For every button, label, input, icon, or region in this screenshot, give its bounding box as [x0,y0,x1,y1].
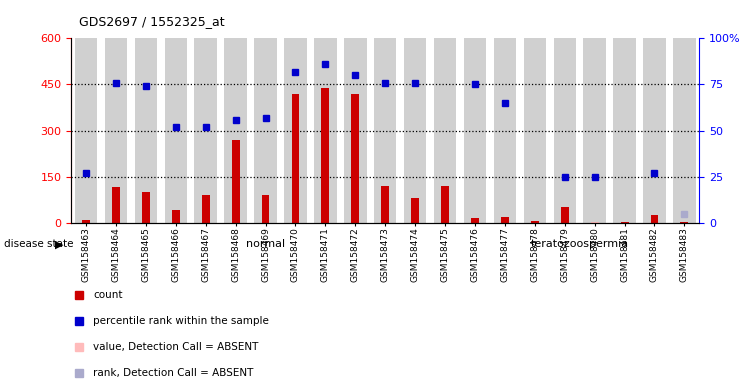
Bar [591,222,598,223]
Bar [322,88,329,223]
Bar [172,210,180,223]
Bar [561,207,568,223]
Bar [292,94,299,223]
Bar [75,38,97,223]
Bar [254,38,277,223]
Bar [464,38,486,223]
Bar [165,38,187,223]
Bar [284,38,307,223]
Bar [194,38,217,223]
Bar [554,38,576,223]
Bar [135,38,157,223]
Bar [441,186,449,223]
Text: disease state: disease state [4,239,73,249]
Bar [112,187,120,223]
Bar [621,222,628,223]
Bar [202,195,209,223]
Bar [224,38,247,223]
Bar [352,94,359,223]
Text: teratozoospermia: teratozoospermia [530,239,629,249]
Bar [344,38,367,223]
Bar [613,38,636,223]
Bar [681,222,688,223]
Text: rank, Detection Call = ABSENT: rank, Detection Call = ABSENT [93,368,254,378]
Bar [262,195,269,223]
Bar [232,140,239,223]
Bar [501,217,509,223]
Text: GDS2697 / 1552325_at: GDS2697 / 1552325_at [79,15,224,28]
Text: ▶: ▶ [55,239,63,249]
Text: percentile rank within the sample: percentile rank within the sample [93,316,269,326]
Bar [471,218,479,223]
Bar [82,220,90,223]
Bar [643,38,666,223]
Bar [374,38,396,223]
Bar [381,186,389,223]
Bar [411,198,419,223]
Bar [673,38,696,223]
Bar [314,38,337,223]
Bar [524,38,546,223]
Bar [142,192,150,223]
Bar [494,38,516,223]
Text: normal: normal [246,239,285,249]
Bar [105,38,127,223]
Bar [434,38,456,223]
Text: value, Detection Call = ABSENT: value, Detection Call = ABSENT [93,342,258,352]
Bar [531,221,539,223]
Bar [404,38,426,223]
Bar [583,38,606,223]
Text: count: count [93,290,123,300]
Bar [651,215,658,223]
